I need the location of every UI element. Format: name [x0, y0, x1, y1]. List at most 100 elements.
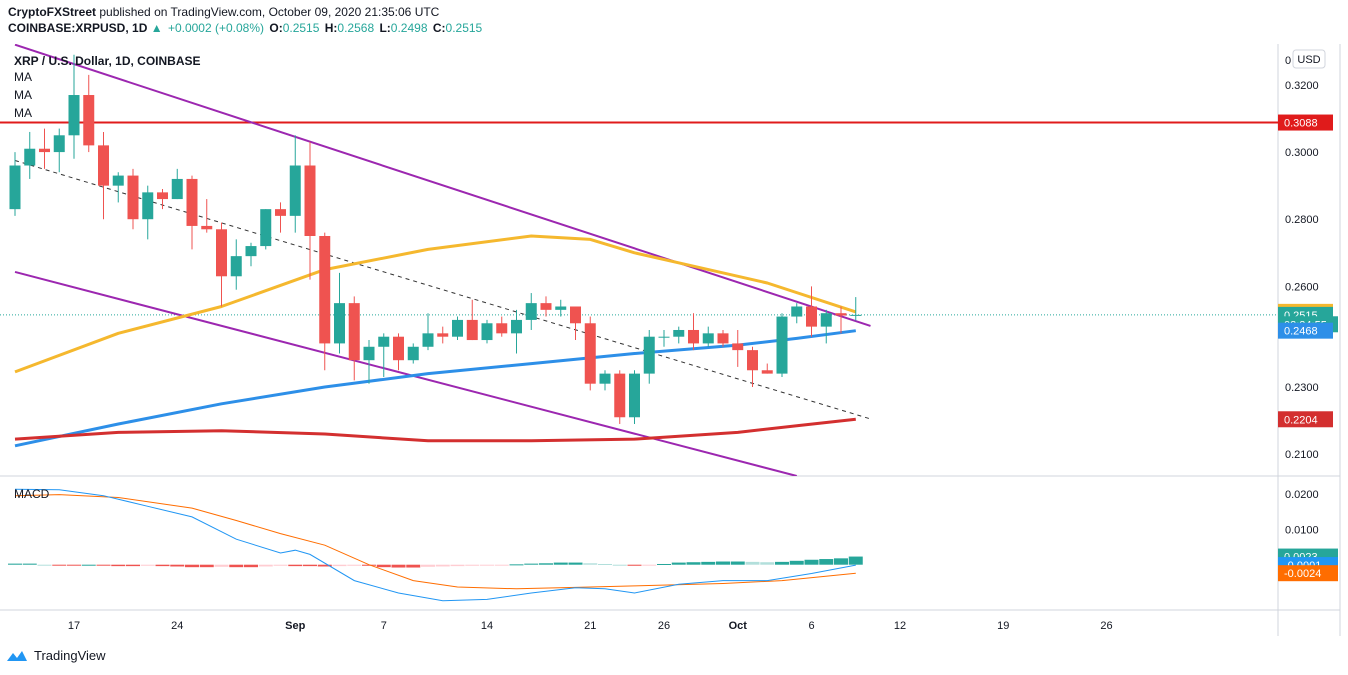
macd-histogram-bar: [435, 564, 450, 567]
macd-histogram-bar: [362, 564, 376, 566]
open-value: 0.2515: [282, 21, 320, 35]
chart-canvas[interactable]: 0.3200 0.3000 0.2800 0.2600 0.2300 0.2100 0 0.0…: [0, 40, 1348, 640]
candle: [142, 185, 154, 240]
channel-line-2: [14, 270, 798, 476]
candle-body: [157, 192, 168, 200]
candle: [39, 128, 50, 169]
candle: [216, 222, 227, 307]
candle-body: [437, 333, 449, 337]
time-tick-label: Sep: [285, 620, 305, 632]
time-tick-label: 19: [997, 620, 1009, 632]
candle: [629, 370, 640, 424]
price-tick-label-clipped: 0: [1285, 55, 1291, 67]
macd-histogram-bar: [775, 561, 789, 565]
candle-body: [39, 148, 50, 153]
high-label: H:: [324, 21, 338, 35]
candle-body: [688, 329, 699, 344]
ma-legend-3[interactable]: MA: [14, 106, 32, 120]
macd-histogram-bar: [730, 561, 745, 565]
candle-body: [599, 373, 611, 384]
macd-histogram-bar: [804, 559, 819, 565]
candle: [24, 131, 36, 179]
ma-legend-1[interactable]: MA: [14, 70, 32, 84]
candle: [393, 333, 404, 371]
dashed-trend-line: [14, 159, 871, 420]
price-tick-label: 0.2300: [1285, 382, 1319, 394]
macd-histogram-bar: [258, 564, 273, 567]
candle-body: [747, 350, 758, 371]
candle-body: [850, 314, 862, 316]
candle: [540, 296, 552, 317]
macd-histogram-bar: [244, 564, 258, 568]
candle-body: [334, 303, 345, 344]
macd-histogram-bar: [8, 563, 22, 565]
price-tag-label: 0.2204: [1284, 414, 1318, 426]
publisher-name[interactable]: CryptoFXStreet: [8, 5, 97, 19]
candle: [466, 299, 478, 341]
price-tag-bg: [1278, 322, 1333, 339]
price-tick-label: 0.3200: [1285, 80, 1319, 92]
macd-histogram-bar: [524, 563, 539, 565]
candle-body: [230, 256, 242, 277]
candle-body: [584, 323, 596, 384]
ma-legend-2[interactable]: MA: [14, 88, 32, 102]
axis-layer: 0.3200 0.3000 0.2800 0.2600 0.2300 0.2100 0 0.0…: [68, 55, 1338, 632]
candle: [732, 329, 744, 367]
macd-legend[interactable]: MACD: [14, 487, 50, 501]
candle-body: [127, 175, 139, 220]
candle-body: [216, 229, 227, 277]
candle: [570, 306, 581, 341]
time-tick-label: 21: [584, 620, 596, 632]
candle-body: [732, 343, 744, 351]
macd-histogram-bar: [819, 559, 834, 565]
candle: [230, 239, 242, 290]
candle: [658, 329, 670, 347]
time-tick-label: 17: [68, 620, 80, 632]
price-pane[interactable]: [0, 44, 1278, 476]
candle: [319, 232, 331, 371]
macd-tag-label: -0.0024: [1284, 568, 1321, 580]
macd-histogram-bar: [332, 564, 347, 567]
candle: [761, 363, 773, 374]
time-tick-label: 26: [1100, 620, 1112, 632]
candle-body: [466, 319, 478, 341]
macd-pane[interactable]: [8, 488, 863, 602]
macd-histogram-bar: [627, 564, 642, 566]
time-tick-label: 6: [808, 620, 814, 632]
macd-histogram-bar: [52, 564, 67, 566]
candle: [511, 309, 522, 354]
publisher-line: CryptoFXStreet published on TradingView.…: [8, 4, 1340, 20]
macd-histogram-bar: [229, 564, 244, 568]
candle-body: [791, 306, 803, 317]
footer-brand[interactable]: TradingView: [6, 648, 106, 663]
published-text: published on TradingView.com, October 09…: [99, 5, 440, 19]
candle-body: [83, 95, 95, 146]
macd-histogram-bar: [155, 564, 170, 567]
candle: [127, 168, 139, 230]
time-tick-label: 26: [658, 620, 670, 632]
chart-header: CryptoFXStreet published on TradingView.…: [8, 4, 1340, 36]
macd-histogram-bar: [539, 563, 553, 565]
moving-average-3: [14, 417, 856, 443]
candle: [201, 199, 213, 233]
macd-histogram-bar: [568, 562, 583, 565]
macd-histogram-bar: [642, 564, 657, 566]
candle-body: [643, 336, 655, 374]
moving-average-2: [14, 329, 856, 448]
chart-title: XRP / U.S. Dollar, 1D, COINBASE: [14, 54, 201, 68]
macd-line: [14, 488, 856, 602]
open-label: O:: [269, 21, 283, 35]
price-tag-label: 0.2468: [1284, 326, 1318, 338]
macd-histogram-bar: [745, 561, 760, 565]
macd-histogram-bar: [760, 562, 775, 565]
macd-tick-label: 0.0100: [1285, 524, 1319, 536]
legend-layer: XRP / U.S. Dollar, 1D, COINBASE MA MA MA…: [14, 49, 1326, 501]
candle: [452, 316, 463, 341]
candle: [407, 343, 419, 364]
candle-body: [9, 165, 21, 210]
candle-body: [289, 165, 301, 216]
macd-histogram-bar: [288, 564, 303, 567]
macd-histogram-bar: [848, 556, 863, 565]
currency-button-label[interactable]: USD: [1297, 54, 1320, 66]
currency-button[interactable]: [1292, 49, 1326, 69]
